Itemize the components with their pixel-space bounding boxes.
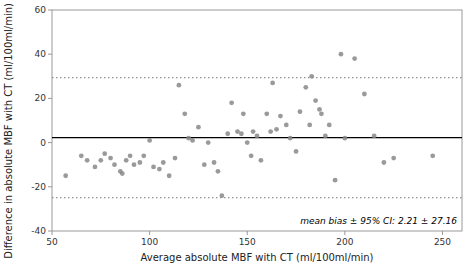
point	[307, 123, 312, 128]
point	[219, 193, 224, 198]
point	[278, 114, 283, 119]
point	[141, 153, 146, 158]
point	[196, 125, 201, 130]
point	[309, 74, 314, 79]
point	[430, 153, 435, 158]
y-tick-label: 20	[35, 93, 47, 103]
point	[303, 85, 308, 90]
point	[98, 158, 103, 163]
point	[270, 81, 275, 86]
point	[241, 111, 246, 116]
y-tick-label: 40	[35, 49, 47, 59]
point	[339, 52, 344, 57]
point	[63, 173, 68, 178]
point	[173, 156, 178, 161]
point	[128, 153, 133, 158]
point	[202, 162, 207, 167]
x-tick-label: 50	[46, 237, 58, 247]
point	[108, 156, 113, 161]
point	[112, 162, 117, 167]
plot-area	[52, 52, 462, 198]
plot-frame	[52, 10, 462, 231]
point	[362, 92, 367, 97]
point	[251, 129, 256, 134]
point	[274, 127, 279, 132]
point	[372, 134, 377, 139]
point	[317, 107, 322, 112]
point	[229, 100, 234, 105]
point	[151, 165, 156, 170]
point	[327, 123, 332, 128]
point	[268, 129, 273, 134]
point	[319, 111, 324, 116]
point	[382, 160, 387, 165]
point	[239, 131, 244, 136]
y-tick	[48, 231, 52, 232]
x-tick-label: 100	[141, 237, 158, 247]
point	[167, 173, 172, 178]
point	[294, 149, 299, 154]
point	[288, 136, 293, 141]
point	[190, 138, 195, 143]
point	[333, 178, 338, 183]
point	[102, 151, 107, 156]
point	[391, 156, 396, 161]
point	[323, 134, 328, 139]
point	[147, 138, 152, 143]
point	[124, 158, 129, 163]
point	[212, 160, 217, 165]
x-tick-label: 150	[239, 237, 256, 247]
y-tick	[48, 10, 52, 11]
y-tick-label: -20	[31, 182, 46, 192]
point	[352, 56, 357, 61]
point	[284, 123, 289, 128]
limit-line	[52, 77, 462, 78]
y-tick	[48, 54, 52, 55]
point	[206, 140, 211, 145]
y-tick-label: -40	[31, 226, 46, 236]
y-tick	[48, 142, 52, 143]
x-axis-label: Average absolute MBF with CT (ml/100ml/m…	[140, 252, 373, 263]
x-tick-label: 200	[336, 237, 353, 247]
y-tick-label: 60	[35, 5, 47, 15]
x-tick	[247, 231, 248, 235]
point	[137, 160, 142, 165]
point	[313, 98, 318, 103]
chart: 50 100 150 200 250 -40 -20 0 20 40 60 mean bias ± 9…	[0, 0, 474, 267]
y-tick	[48, 186, 52, 187]
point	[225, 131, 230, 136]
point	[120, 171, 125, 176]
x-tick-label: 250	[434, 237, 451, 247]
y-axis-label: Difference in absolute MBF with CT (ml/1…	[3, 3, 14, 259]
x-tick	[344, 231, 345, 235]
point	[342, 136, 347, 141]
point	[245, 140, 250, 145]
y-tick	[48, 98, 52, 99]
point	[216, 169, 221, 174]
point	[259, 158, 264, 163]
point	[93, 165, 98, 170]
x-tick	[149, 231, 150, 235]
point	[255, 134, 260, 139]
point	[264, 111, 269, 116]
x-tick	[442, 231, 443, 235]
y-tick-label: 0	[40, 138, 46, 148]
point	[298, 109, 303, 114]
point	[85, 158, 90, 163]
point	[79, 153, 84, 158]
annotation: mean bias ± 95% CI: 2.21 ± 27.16	[300, 216, 457, 226]
point	[132, 162, 137, 167]
point	[161, 160, 166, 165]
x-tick	[52, 231, 53, 235]
point	[177, 83, 182, 88]
point	[157, 167, 162, 172]
limit-line	[52, 197, 462, 198]
point	[249, 153, 254, 158]
point	[182, 111, 187, 116]
